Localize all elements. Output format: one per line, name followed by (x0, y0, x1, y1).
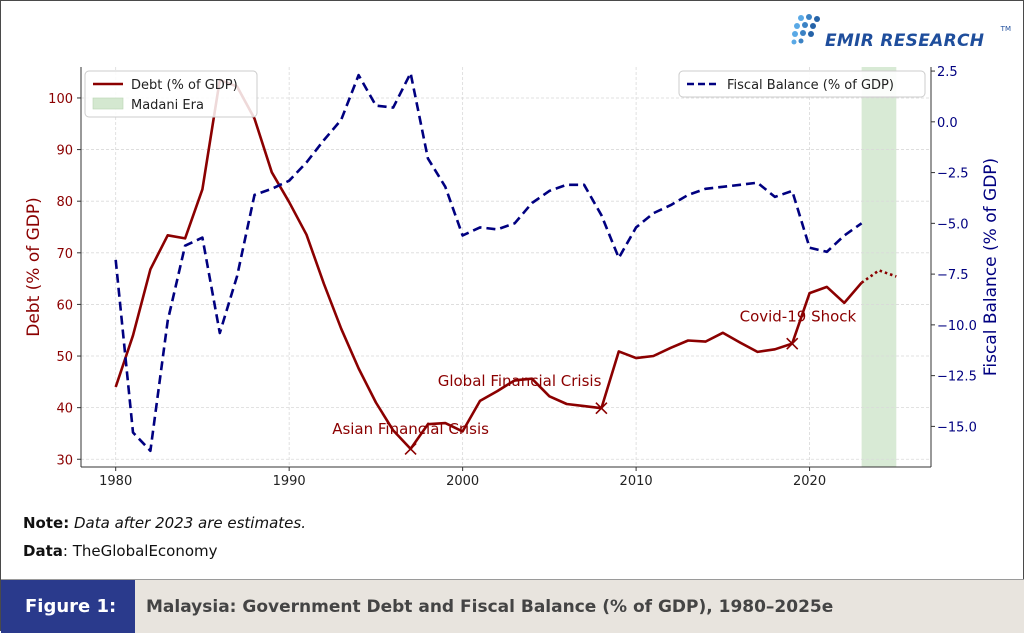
note: Note: Data after 2023 are estimates. (23, 514, 306, 532)
right-tick-label: 0.0 (937, 116, 958, 131)
debt-estimate-line (860, 269, 897, 284)
right-tick-label: −12.5 (937, 370, 977, 385)
x-tick-label: 2010 (620, 474, 653, 489)
annotation-global-crisis: Global Financial Crisis (438, 372, 602, 390)
legend-madani-label: Madani Era (131, 98, 204, 113)
legend-fiscal-label: Fiscal Balance (% of GDP) (727, 78, 894, 93)
right-tick-label: −5.0 (937, 217, 969, 232)
figure-caption-bar: Figure 1: Malaysia: Government Debt and … (1, 579, 1024, 633)
plot-background (81, 67, 931, 467)
crisis-marker (786, 337, 799, 350)
right-tick-label: −10.0 (937, 319, 977, 334)
note-text: Data after 2023 are estimates. (73, 514, 306, 532)
logo-text: EMIR RESEARCH (825, 31, 985, 51)
fiscal-balance-line (114, 71, 863, 453)
right-tick-label: −7.5 (937, 268, 969, 283)
left-axis-label: Debt (% of GDP) (24, 197, 44, 337)
data-source-label: Data (23, 542, 63, 560)
left-tick-label: 100 (48, 92, 73, 107)
note-label: Note: (23, 514, 70, 532)
x-tick-label: 2020 (793, 474, 826, 489)
right-tick-label: −15.0 (937, 420, 977, 435)
left-tick-label: 80 (56, 195, 73, 210)
madani-era-region (861, 67, 897, 467)
annotation-asian-crisis: Asian Financial Crisis (332, 420, 489, 438)
data-source: Data: TheGlobalEconomy (23, 542, 218, 560)
right-tick-label: −2.5 (937, 167, 969, 182)
legend-right-box (678, 70, 926, 98)
figure-title: Malaysia: Government Debt and Fiscal Bal… (146, 596, 834, 617)
figure-number: Figure 1: (1, 580, 135, 633)
left-tick-label: 60 (56, 298, 73, 313)
annotation-covid-shock: Covid-19 Shock (740, 308, 857, 326)
right-axis-label: Fiscal Balance (% of GDP) (981, 158, 1001, 376)
legend-madani-swatch (92, 97, 124, 110)
crisis-marker (595, 402, 608, 415)
x-tick-label: 2000 (446, 474, 479, 489)
right-tick-label: 2.5 (937, 65, 958, 80)
legend-left-box (84, 70, 258, 118)
left-tick-label: 50 (56, 350, 73, 365)
legend-debt-label: Debt (% of GDP) (131, 78, 238, 93)
logo-trademark: TM (1000, 25, 1011, 33)
debt-fiscal-chart: 1980 1990 2000 2010 2020 30 40 50 60 70 80 90 100 2.5… (24, 65, 1001, 489)
x-tick-label: 1990 (273, 474, 306, 489)
left-tick-label: 40 (56, 402, 73, 417)
x-tick-label: 1980 (99, 474, 132, 489)
left-tick-label: 70 (56, 247, 73, 262)
left-tick-label: 90 (56, 144, 73, 159)
data-source-text: : TheGlobalEconomy (62, 542, 218, 560)
left-tick-label: 30 (56, 453, 73, 468)
logo-dots-icon (791, 14, 820, 45)
crisis-marker (404, 442, 417, 456)
emir-research-logo: EMIR RESEARCH TM (791, 9, 1011, 57)
